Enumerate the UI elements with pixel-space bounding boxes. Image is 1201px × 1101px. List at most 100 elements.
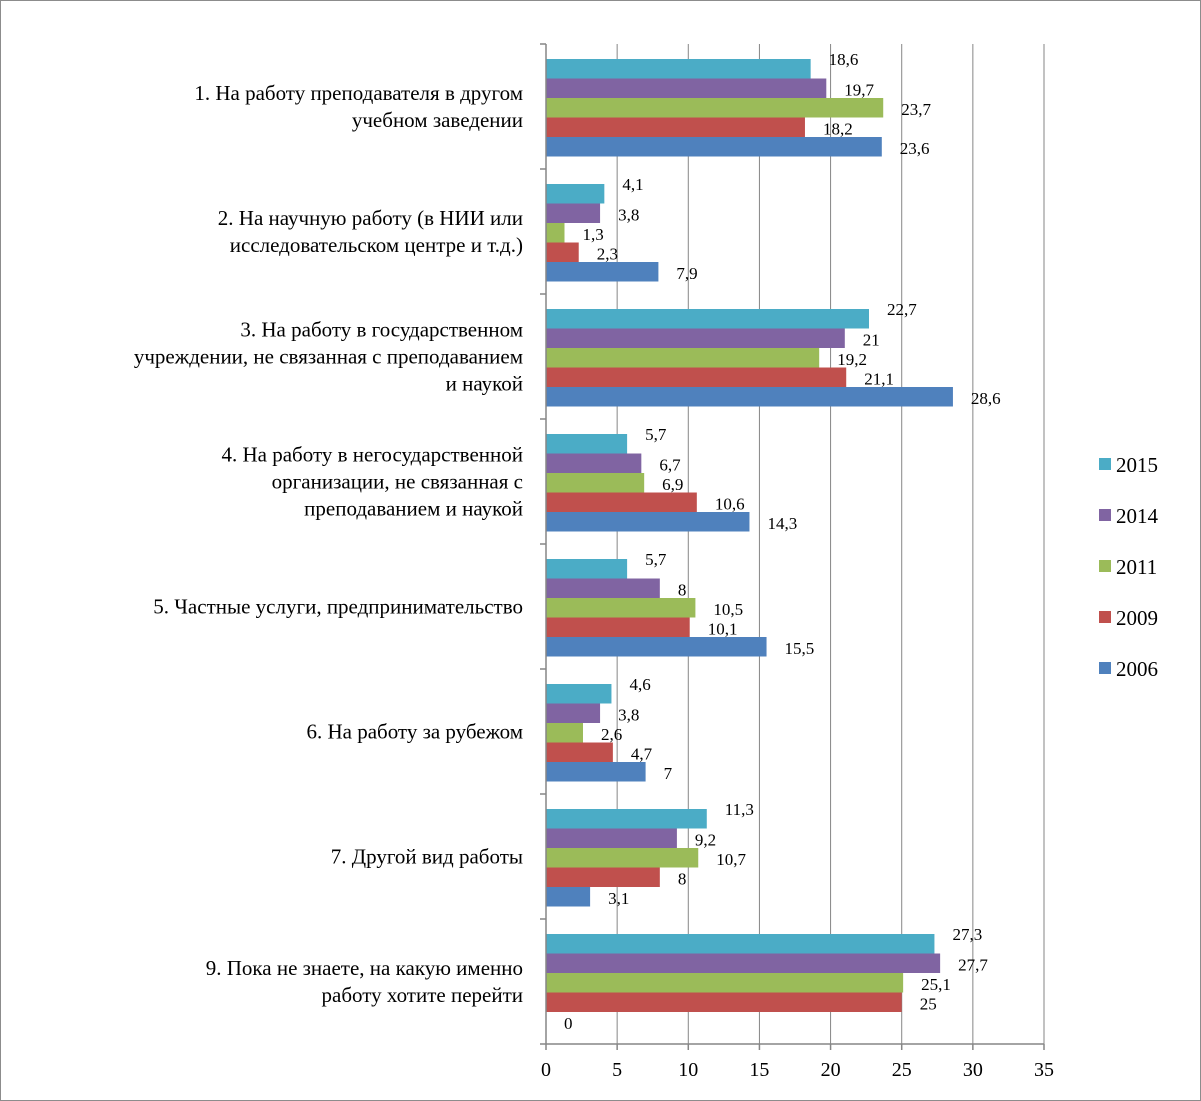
bar-2009-cat-7 (546, 867, 660, 887)
x-tick-label-2: 10 (678, 1059, 698, 1081)
bar-2006-cat-7 (546, 887, 591, 907)
bar-2009-cat-3 (546, 367, 847, 387)
bar-2011-cat-6 (546, 723, 583, 743)
bar-2015-cat-5 (546, 559, 628, 579)
bar-2014-cat-8 (546, 953, 941, 973)
data-label-2011-cat-7: 10,7 (716, 850, 746, 869)
x-tick-label-6: 30 (963, 1059, 983, 1081)
data-label-2014-cat-4: 6,7 (659, 455, 681, 474)
bar-2014-cat-7 (546, 828, 677, 848)
bar-2009-cat-4 (546, 492, 697, 512)
bar-2011-cat-5 (546, 598, 696, 618)
category-label-8: 9. Пока не знаете, на какую именно работу… (206, 956, 523, 1007)
bar-2006-cat-2 (546, 262, 659, 282)
legend-swatch-2015 (1099, 458, 1111, 470)
legend-swatch-2011 (1099, 560, 1111, 572)
data-label-2015-cat-2: 4,1 (622, 175, 643, 194)
data-label-2014-cat-8: 27,7 (958, 955, 988, 974)
bar-2015-cat-6 (546, 684, 612, 704)
bar-2015-cat-4 (546, 434, 628, 454)
data-label-2009-cat-3: 21,1 (864, 369, 894, 388)
data-label-2015-cat-5: 5,7 (645, 550, 667, 569)
bar-2014-cat-1 (546, 78, 827, 98)
data-label-2015-cat-1: 18,6 (829, 50, 859, 69)
data-label-2011-cat-1: 23,7 (901, 100, 931, 119)
data-label-2015-cat-4: 5,7 (645, 425, 667, 444)
bar-2011-cat-3 (546, 348, 820, 368)
data-label-2014-cat-3: 21 (863, 330, 880, 349)
legend-label-2011: 2011 (1116, 555, 1157, 579)
bar-2011-cat-4 (546, 473, 645, 493)
category-label-4-line-2: организации, не связанная с (272, 470, 523, 494)
data-label-2014-cat-7: 9,2 (695, 830, 716, 849)
legend-swatch-2006 (1099, 662, 1111, 674)
data-label-2009-cat-2: 2,3 (597, 244, 618, 263)
category-label-2-line-1: 2. На научную работу (в НИИ или (218, 206, 523, 230)
data-label-2006-cat-1: 23,6 (900, 139, 930, 158)
category-label-3: 3. На работу в государственном учреждении… (134, 318, 523, 396)
data-label-2014-cat-5: 8 (678, 580, 687, 599)
category-label-2-line-2: исследовательском центре и т.д.) (230, 233, 523, 257)
data-label-2006-cat-2: 7,9 (676, 264, 697, 283)
category-label-4-line-1: 4. На работу в негосударственной (221, 443, 523, 467)
bar-2015-cat-3 (546, 309, 869, 329)
category-label-3-line-3: и наукой (446, 372, 523, 396)
bar-2009-cat-5 (546, 617, 690, 637)
category-label-5-line-1: 5. Частные услуги, предпринимательство (153, 595, 523, 619)
x-tick-label-3: 15 (749, 1059, 769, 1081)
bar-2014-cat-5 (546, 578, 660, 598)
bar-2011-cat-7 (546, 848, 699, 868)
data-label-2009-cat-6: 4,7 (631, 744, 653, 763)
category-label-7: 7. Другой вид работы (331, 845, 523, 869)
bar-2015-cat-2 (546, 184, 605, 204)
bar-2014-cat-3 (546, 328, 845, 348)
data-label-2011-cat-4: 6,9 (662, 475, 683, 494)
category-label-1-line-2: учебном заведении (352, 108, 523, 132)
data-label-2011-cat-3: 19,2 (837, 350, 867, 369)
legend-swatch-2014 (1099, 509, 1111, 521)
category-label-2: 2. На научную работу (в НИИ или исследова… (218, 206, 523, 257)
bar-2006-cat-1 (546, 137, 882, 157)
bar-2014-cat-6 (546, 703, 601, 723)
bar-2006-cat-6 (546, 762, 646, 782)
bar-2015-cat-1 (546, 59, 811, 79)
data-label-2011-cat-5: 10,5 (713, 600, 743, 619)
legend-label-2015: 2015 (1116, 453, 1158, 477)
category-label-3-line-2: учреждении, не связанная с преподаванием (134, 345, 523, 369)
x-tick-label-1: 5 (612, 1059, 622, 1081)
legend-swatch-2009 (1099, 611, 1111, 623)
data-label-2006-cat-8: 0 (564, 1014, 573, 1033)
data-label-2009-cat-8: 25 (920, 994, 937, 1013)
category-label-5: 5. Частные услуги, предпринимательство (153, 595, 523, 619)
data-label-2006-cat-5: 15,5 (785, 639, 815, 658)
bar-2014-cat-4 (546, 453, 642, 473)
data-label-2009-cat-7: 8 (678, 869, 687, 888)
bar-2006-cat-3 (546, 387, 953, 407)
bar-2015-cat-8 (546, 934, 935, 954)
data-label-2015-cat-7: 11,3 (725, 800, 754, 819)
data-label-2014-cat-2: 3,8 (618, 205, 639, 224)
legend-label-2014: 2014 (1116, 504, 1159, 528)
category-label-7-line-1: 7. Другой вид работы (331, 845, 523, 869)
bar-2009-cat-2 (546, 242, 579, 262)
x-tick-label-7: 35 (1034, 1059, 1054, 1081)
category-label-8-line-1: 9. Пока не знаете, на какую именно (206, 956, 523, 980)
data-label-2009-cat-1: 18,2 (823, 119, 853, 138)
category-label-1-line-1: 1. На работу преподавателя в другом (194, 81, 523, 105)
bar-2009-cat-8 (546, 992, 902, 1012)
category-label-6: 6. На работу за рубежом (306, 720, 523, 744)
data-label-2011-cat-2: 1,3 (582, 225, 603, 244)
category-label-1: 1. На работу преподавателя в другом учебн… (194, 81, 523, 132)
bar-2011-cat-8 (546, 973, 904, 993)
data-label-2006-cat-3: 28,6 (971, 389, 1001, 408)
x-tick-label-5: 25 (892, 1059, 912, 1081)
data-label-2014-cat-1: 19,7 (844, 80, 874, 99)
data-label-2006-cat-4: 14,3 (767, 514, 797, 533)
data-label-2011-cat-8: 25,1 (921, 975, 951, 994)
data-label-2015-cat-6: 4,6 (629, 675, 650, 694)
data-label-2009-cat-5: 10,1 (708, 619, 738, 638)
bar-2011-cat-2 (546, 223, 565, 243)
category-label-4-line-3: преподаванием и наукой (304, 497, 523, 521)
category-label-6-line-1: 6. На работу за рубежом (306, 720, 523, 744)
